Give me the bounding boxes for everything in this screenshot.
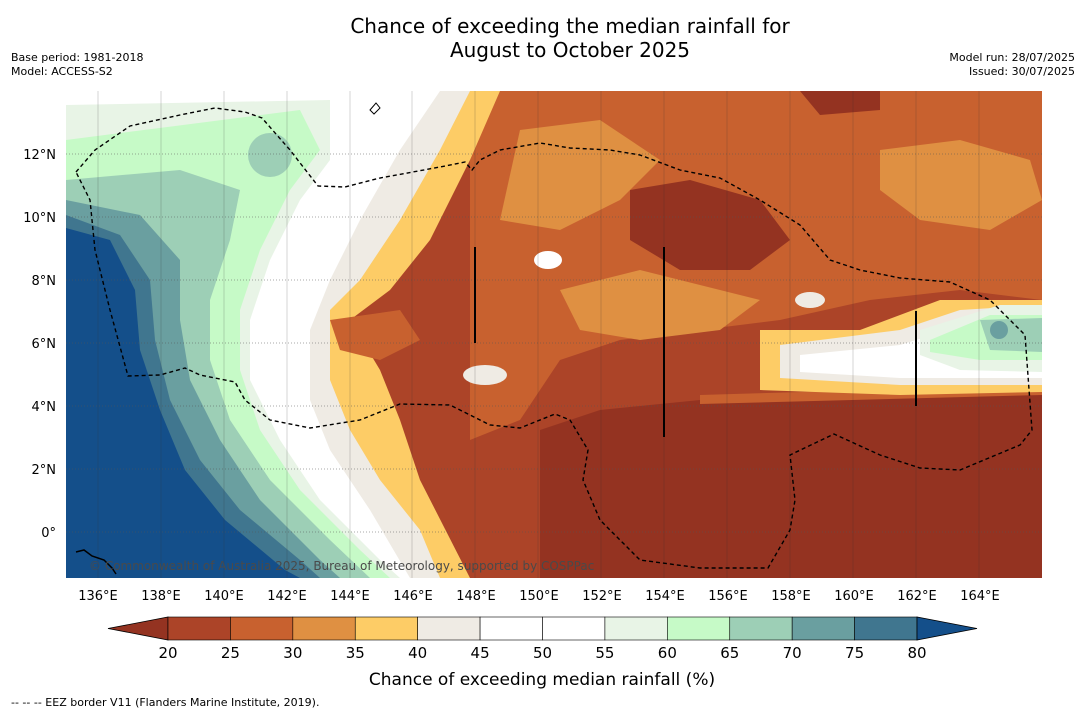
colorbar-under-arrow [107, 616, 169, 641]
colorbar-segment [417, 616, 481, 641]
colorbar-tick-label: 25 [221, 644, 240, 662]
colorbar-tick-label: 50 [533, 644, 552, 662]
lon-label: 164°E [960, 589, 1000, 604]
lon-label: 162°E [897, 589, 937, 604]
colorbar-tick-label: 40 [408, 644, 427, 662]
region-wet-4-east [990, 321, 1008, 339]
lat-label: 0° [41, 526, 56, 541]
map-title: Chance of exceeding the median rainfall … [0, 14, 1085, 62]
lon-label: 158°E [771, 589, 811, 604]
base-period: Base period: 1981-2018 [11, 51, 144, 64]
colorbar-title: Chance of exceeding median rainfall (%) [369, 670, 715, 690]
region-very-dry-top [800, 91, 880, 115]
longitude-labels: 136°E 138°E 140°E 142°E 144°E 146°E 148°E 150°E… [78, 589, 1000, 604]
lon-label: 138°E [141, 589, 181, 604]
colorbar-tick-label: 35 [346, 644, 365, 662]
patch-neutral-east [795, 292, 825, 308]
region-dry-3-center [560, 270, 760, 340]
region-very-dry-center [630, 180, 790, 270]
colorbar: 20 25 30 35 40 45 50 55 60 65 70 75 80 [107, 616, 978, 662]
colorbar-tick-label: 20 [158, 644, 177, 662]
colorbar-tick-label: 55 [595, 644, 614, 662]
run-info: Model run: 28/07/2025 Issued: 30/07/2025 [949, 51, 1075, 79]
colorbar-tick-label: 30 [283, 644, 302, 662]
region-very-dry-south [540, 392, 1042, 578]
island-1 [369, 102, 381, 115]
eez-border [75, 107, 1033, 569]
lat-label: 6°N [32, 337, 57, 352]
colorbar-segment [230, 616, 294, 641]
rainfall-map: © Commonwealth of Australia 2025, Bureau… [66, 91, 1042, 578]
colorbar-segment [542, 616, 606, 641]
lon-label: 160°E [834, 589, 874, 604]
region-wet-3-east [980, 318, 1042, 352]
colorbar-segment [604, 616, 668, 641]
colorbar-segment [854, 616, 918, 641]
colorbar-tick-label: 45 [471, 644, 490, 662]
colorbar-segment [167, 616, 231, 641]
region-dry-3-north [500, 120, 660, 230]
lat-label: 10°N [23, 211, 56, 226]
model-name: Model: ACCESS-S2 [11, 65, 113, 78]
lat-label: 2°N [32, 463, 57, 478]
grid-lines [66, 153, 1042, 533]
lon-label: 140°E [204, 589, 244, 604]
colorbar-tick-label: 75 [845, 644, 864, 662]
colorbar-segment [729, 616, 793, 641]
colorbar-segment [791, 616, 855, 641]
colorbar-over-arrow [916, 616, 978, 641]
lon-label: 150°E [519, 589, 559, 604]
lon-label: 154°E [645, 589, 685, 604]
colorbar-segment [354, 616, 418, 641]
colorbar-tick-label: 60 [658, 644, 677, 662]
colorbar-segment [479, 616, 543, 641]
lon-label: 136°E [78, 589, 118, 604]
model-run-date: Model run: 28/07/2025 [949, 51, 1075, 64]
lat-label: 4°N [32, 400, 57, 415]
lon-label: 144°E [330, 589, 370, 604]
colorbar-segment [667, 616, 731, 641]
issued-date: Issued: 30/07/2025 [968, 65, 1075, 78]
title-line-1: Chance of exceeding the median rainfall … [350, 14, 790, 38]
coastline-sw [75, 549, 117, 575]
patch-dry-2-west [330, 310, 420, 360]
eez-footnote: -- -- -- EEZ border V11 (Flanders Marine… [11, 696, 320, 709]
lat-label: 12°N [23, 148, 56, 163]
colorbar-segment [292, 616, 356, 641]
lon-label: 156°E [708, 589, 748, 604]
patch-white-center [534, 251, 562, 269]
lon-label: 148°E [456, 589, 496, 604]
region-very-wet-west [66, 228, 300, 578]
colorbar-tick-label: 70 [783, 644, 802, 662]
lat-label: 8°N [32, 274, 57, 289]
patch-neutral-center [463, 365, 507, 385]
latitude-labels: 12°N 10°N 8°N 6°N 4°N 2°N 0° [23, 148, 56, 541]
model-info: Base period: 1981-2018 Model: ACCESS-S2 [11, 51, 143, 79]
colorbar-tick-label: 80 [907, 644, 926, 662]
copyright-notice: © Commonwealth of Australia 2025, Bureau… [89, 559, 594, 573]
colorbar-tick-label: 65 [720, 644, 739, 662]
region-dry-3-ne [880, 140, 1042, 230]
lon-label: 152°E [582, 589, 622, 604]
lon-label: 146°E [393, 589, 433, 604]
title-line-2: August to October 2025 [449, 38, 691, 62]
patch-wet-3-north [248, 133, 292, 177]
lon-label: 142°E [267, 589, 307, 604]
